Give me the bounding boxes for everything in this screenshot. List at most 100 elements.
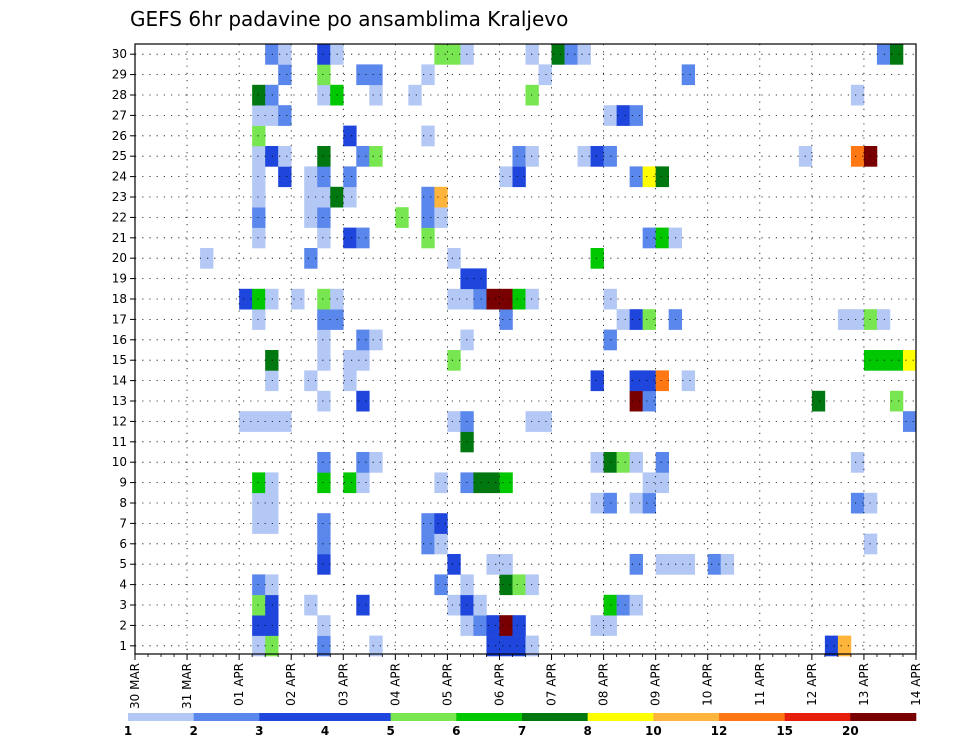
heatmap-cell	[889, 390, 904, 412]
heatmap-cell	[629, 554, 643, 575]
heatmap-cell	[421, 125, 435, 147]
heatmap-cell	[681, 370, 696, 392]
y-tick-label: 17	[112, 312, 127, 326]
colorbar-label: 4	[321, 724, 329, 738]
heatmap-cell	[291, 288, 305, 310]
heatmap-cell	[434, 513, 448, 534]
heatmap-cell	[837, 635, 852, 657]
heatmap-cell	[655, 472, 669, 494]
heatmap-cell	[252, 472, 266, 494]
x-tick-label: 04 APR	[388, 663, 402, 706]
x-tick-label: 12 APR	[805, 663, 819, 706]
y-tick-label: 27	[112, 108, 127, 122]
heatmap-cell	[369, 635, 383, 657]
heatmap-cell	[486, 635, 500, 657]
heatmap-cell	[655, 166, 669, 188]
colorbar-label: 3	[255, 724, 263, 738]
x-tick-label: 08 APR	[597, 663, 611, 706]
heatmap-cell	[876, 350, 891, 371]
heatmap-cell	[369, 329, 383, 351]
heatmap-cell	[343, 166, 357, 188]
heatmap-cell	[707, 554, 722, 575]
colorbar-swatch	[259, 713, 326, 721]
y-tick-label: 16	[112, 333, 127, 347]
heatmap-cell	[655, 554, 669, 575]
heatmap-cell	[252, 105, 266, 126]
heatmap-cell	[317, 452, 331, 473]
colorbar-label: 1	[124, 724, 132, 738]
heatmap-cell	[447, 248, 461, 269]
heatmap-cell	[499, 472, 513, 494]
heatmap-cell	[499, 615, 513, 636]
heatmap-cell	[356, 390, 370, 412]
heatmap-cell	[629, 309, 643, 330]
heatmap-cell	[447, 411, 461, 432]
heatmap-cell	[356, 472, 370, 494]
heatmap-cell	[278, 411, 292, 432]
colorbar: 1 2 3 4 5 6 7 8 10 12 15 20	[124, 713, 917, 738]
colorbar-swatch	[193, 713, 260, 721]
heatmap-cell	[252, 492, 266, 514]
heatmap-cell	[876, 44, 891, 65]
heatmap-cell	[369, 84, 383, 106]
colorbar-swatch	[850, 713, 917, 721]
heatmap-cell	[655, 227, 669, 249]
x-tick-label: 02 APR	[284, 663, 298, 706]
x-tick-label: 13 APR	[857, 663, 871, 706]
colorbar-label: 20	[842, 724, 859, 738]
heatmap-cell	[538, 411, 552, 432]
heatmap-cell	[499, 288, 513, 310]
heatmap-cell	[850, 84, 865, 106]
heatmap-cell	[343, 370, 357, 392]
colorbar-swatch	[128, 713, 194, 721]
heatmap-cell	[616, 309, 630, 330]
heatmap-cell	[629, 492, 643, 514]
heatmap-cell	[356, 329, 370, 351]
heatmap-cell	[304, 370, 318, 392]
heatmap-cell	[408, 84, 422, 106]
heatmap-cell	[447, 554, 461, 575]
y-tick-label: 15	[112, 353, 127, 367]
heatmap-cell	[590, 492, 604, 514]
heatmap-cell	[486, 615, 500, 636]
heatmap-cell	[421, 533, 435, 555]
heatmap-cell	[278, 64, 292, 86]
heatmap-cell	[278, 166, 292, 188]
heatmap-cell	[642, 472, 656, 494]
heatmap-cell	[252, 574, 266, 596]
x-tick-label: 11 APR	[753, 663, 767, 706]
heatmap-cell	[473, 288, 487, 310]
heatmap-cell	[499, 574, 513, 596]
heatmap-cell	[317, 309, 331, 330]
heatmap-cell	[434, 186, 448, 208]
heatmap-cell	[655, 370, 669, 392]
heatmap-cell	[590, 370, 604, 392]
y-tick-label: 21	[112, 231, 127, 245]
heatmap-cell	[629, 370, 643, 392]
y-tick-label: 6	[119, 537, 127, 551]
heatmap-cell	[304, 594, 318, 616]
heatmap-cell	[473, 268, 487, 290]
heatmap-cell	[343, 472, 357, 494]
heatmap-cell	[499, 309, 513, 330]
heatmap-cell	[850, 452, 865, 473]
heatmap-cell	[655, 452, 669, 473]
heatmap-cell	[850, 492, 865, 514]
heatmap-cell	[486, 288, 500, 310]
heatmap-cell	[252, 309, 266, 330]
y-tick-label: 5	[119, 557, 127, 571]
heatmap-cell	[356, 594, 370, 616]
x-tick-label: 03 APR	[336, 663, 350, 706]
heatmap-cell	[421, 207, 435, 228]
x-tick-label: 14 APR	[909, 663, 923, 706]
y-tick-label: 20	[112, 251, 127, 265]
heatmap-cell	[356, 146, 370, 167]
colorbar-swatch	[456, 713, 523, 721]
y-tick-label: 22	[112, 210, 127, 224]
heatmap-cell	[317, 227, 331, 249]
x-axis-ticks: 30 MAR 31 MAR 01 APR 02 APR 03 APR 04 APR 05 A…	[128, 654, 923, 709]
gridlines	[135, 44, 916, 654]
heatmap-cell	[252, 635, 266, 657]
heatmap-cell	[317, 288, 331, 310]
heatmap-cell	[889, 44, 904, 65]
